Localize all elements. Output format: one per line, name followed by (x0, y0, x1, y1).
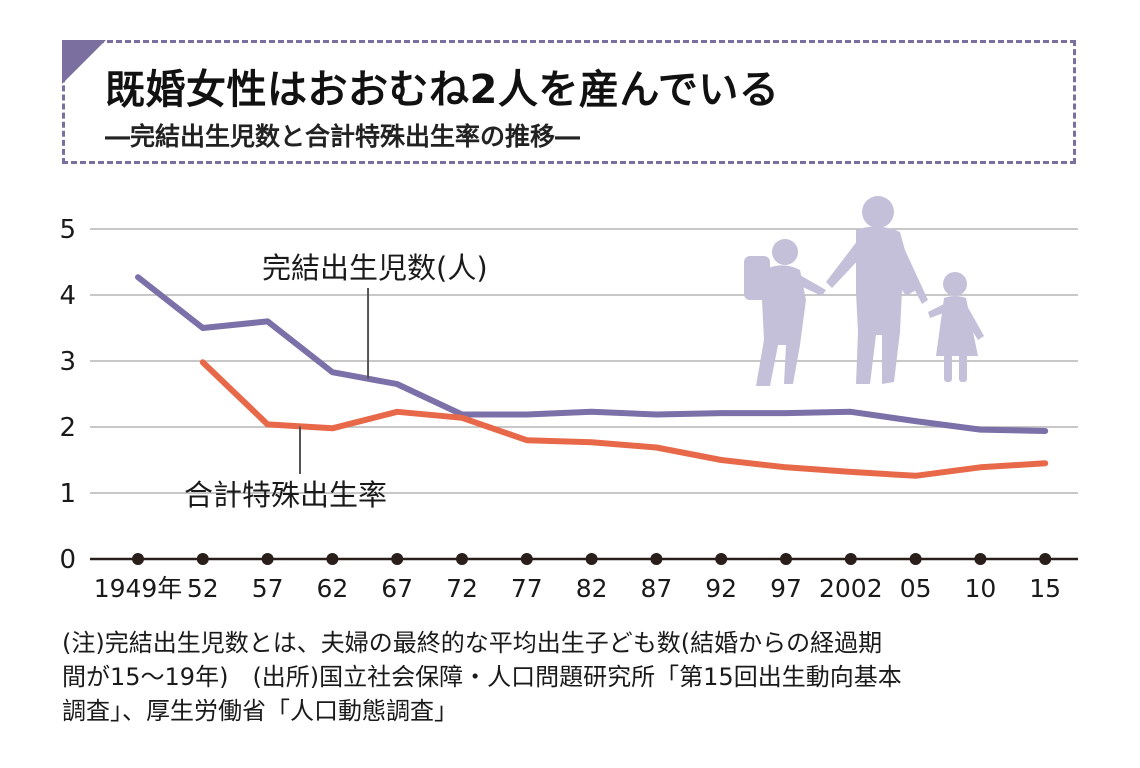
x-tick-label: 52 (187, 574, 219, 603)
x-axis-dot (1039, 553, 1052, 565)
x-axis-dot (650, 553, 663, 565)
footnote-line-1: (注)完結出生児数とは、夫婦の最終的な平均出生子ども数(結婚からの経過期 (62, 629, 883, 657)
x-tick-label: 10 (964, 574, 996, 603)
y-tick-label: 1 (59, 479, 76, 509)
axis-layer: 0 1 2 3 4 5 1949年 52 57 62 67 72 77 82 87 92 97 2002 05 10 1… (59, 215, 1078, 603)
x-axis-dot (326, 553, 339, 565)
y-tick-label: 0 (59, 545, 76, 575)
x-tick-label: 15 (1029, 574, 1061, 603)
y-tick-label: 5 (59, 215, 76, 245)
tfr-series-label: 合計特殊出生率 (184, 478, 387, 512)
x-tick-label: 77 (511, 574, 543, 603)
x-axis-dot (715, 553, 728, 565)
x-tick-label: 82 (576, 574, 608, 603)
footnote-line-3: 調査」、厚生労働省「人口動態調査」 (62, 697, 458, 725)
x-axis-dot (844, 553, 857, 565)
x-tick-label: 05 (900, 574, 932, 603)
x-tick-label: 97 (770, 574, 802, 603)
x-tick-label: 1949年 (94, 574, 183, 603)
x-axis-dot (456, 553, 468, 565)
y-tick-label: 3 (59, 347, 76, 377)
x-tick-label: 92 (705, 574, 737, 603)
label-layer: 完結出生児数(人) 合計特殊出生率 (184, 251, 488, 512)
x-tick-label: 87 (640, 574, 672, 603)
line-chart: 0 1 2 3 4 5 1949年 52 57 62 67 72 77 82 87 92 97 2002 05 10 1… (59, 196, 1078, 603)
x-axis-dot (196, 553, 209, 565)
grid-layer (90, 228, 1078, 494)
x-tick-label: 67 (381, 574, 413, 603)
x-axis-dot (974, 553, 987, 565)
family-silhouette-icon (744, 196, 984, 386)
title-corner-decoration (62, 40, 106, 84)
series-line-completed (135, 274, 1049, 434)
footnote-line-2: 間が15～19年) (出所)国立社会保障・人口問題研究所「第15回出生動向基本 (62, 663, 902, 691)
title-box: 既婚女性はおおむね2人を産んでいる ―完結出生児数と合計特殊出生率の推移― (62, 40, 1076, 164)
x-tick-label: 72 (446, 574, 478, 603)
completed-series-label: 完結出生児数(人) (262, 251, 488, 285)
x-tick-label: 57 (252, 574, 284, 603)
y-tick-label: 2 (59, 413, 76, 443)
x-axis-dot (585, 553, 598, 565)
x-tick-label: 62 (316, 574, 348, 603)
x-axis-dot (780, 553, 792, 565)
x-axis-dot (909, 553, 922, 565)
chart-subtitle: ―完結出生児数と合計特殊出生率の推移― (105, 122, 581, 151)
series-layer (135, 274, 1049, 479)
chart-title: 既婚女性はおおむね2人を産んでいる (105, 67, 780, 113)
series-line-tfr (199, 359, 1049, 479)
x-axis-dot (520, 553, 533, 565)
x-axis-dot (391, 553, 404, 565)
x-tick-label: 2002 (819, 574, 883, 603)
x-axis-dot (132, 553, 144, 565)
footnote: (注)完結出生児数とは、夫婦の最終的な平均出生子ども数(結婚からの経過期 間が1… (62, 626, 1092, 728)
y-tick-label: 4 (59, 281, 76, 311)
x-axis-dot (261, 553, 274, 565)
